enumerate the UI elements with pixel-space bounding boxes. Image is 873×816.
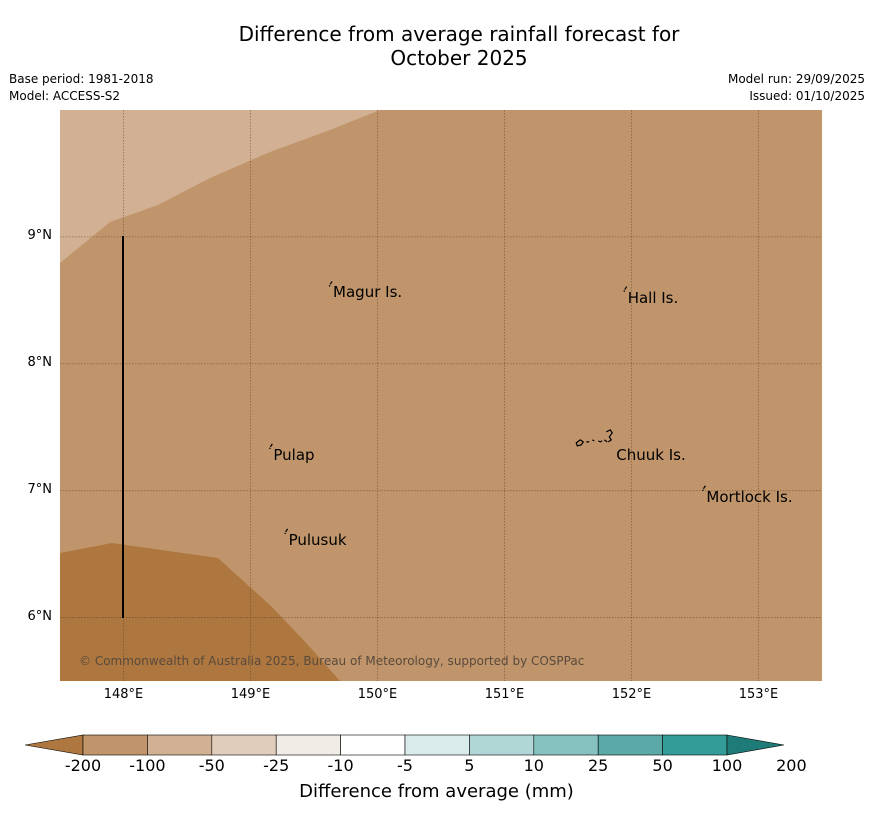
place-label: Chuuk Is.	[616, 445, 686, 464]
colorbar-segment	[533, 734, 599, 756]
island-outline	[623, 286, 628, 292]
place-label: Pulap	[273, 445, 315, 464]
colorbar-tick-label: 50	[652, 756, 673, 775]
place-label: Pulusuk	[288, 530, 347, 549]
colorbar-tick-label: -100	[129, 756, 166, 775]
rainfall-map: © Commonwealth of Australia 2025, Bureau…	[60, 110, 822, 681]
base-period-text: Base period: 1981-2018	[9, 72, 154, 86]
colorbar	[25, 734, 785, 756]
colorbar-tick-label: -50	[198, 756, 225, 775]
colorbar-segment	[597, 734, 663, 756]
chart-title: Difference from average rainfall forecas…	[0, 22, 873, 70]
island-outline	[268, 443, 273, 450]
colorbar-tick-label: 5	[464, 756, 475, 775]
meta-right: Model run: 29/09/2025 Issued: 01/10/2025	[728, 71, 865, 105]
model-text: Model: ACCESS-S2	[9, 89, 121, 103]
colorbar-tick-label: 200	[776, 756, 807, 775]
title-line-2: October 2025	[390, 46, 528, 70]
island-outline	[284, 528, 289, 535]
island-outline	[328, 281, 333, 287]
map-region-below-average-25-50	[60, 110, 380, 263]
island-markers	[268, 281, 706, 535]
colorbar-tick-label: 25	[588, 756, 609, 775]
island-outline	[702, 485, 706, 492]
island-outline	[575, 429, 613, 447]
colorbar-tick-label: 10	[523, 756, 544, 775]
colorbar-title: Difference from average (mm)	[299, 781, 574, 802]
latitude-tick-label: 9°N	[27, 227, 53, 243]
colorbar-tick-label: -5	[397, 756, 413, 775]
colorbar-segment	[340, 734, 406, 756]
longitude-tick-label: 148°E	[103, 687, 144, 702]
colorbar-segment	[469, 734, 535, 756]
issued-text: Issued: 01/10/2025	[749, 89, 865, 103]
longitude-tick-label: 150°E	[357, 687, 398, 702]
longitude-tick-label: 153°E	[738, 687, 779, 702]
copyright-text: © Commonwealth of Australia 2025, Bureau…	[79, 654, 584, 668]
longitude-tick-label: 151°E	[484, 687, 525, 702]
place-label: Magur Is.	[333, 283, 403, 302]
place-label: Hall Is.	[627, 288, 679, 307]
place-label: Mortlock Is.	[706, 487, 793, 506]
colorbar-segment	[211, 734, 277, 756]
colorbar-tick-label: -25	[263, 756, 290, 775]
colorbar-segment	[147, 734, 213, 756]
title-line-1: Difference from average rainfall forecas…	[238, 22, 680, 46]
colorbar-extend-high	[726, 734, 785, 756]
map-region-below-average-100-200	[60, 543, 340, 681]
colorbar-tick-label: -10	[327, 756, 354, 775]
colorbar-tick-label: 100	[711, 756, 743, 775]
longitude-tick-label: 149°E	[230, 687, 271, 702]
meta-left: Base period: 1981-2018 Model: ACCESS-S2	[9, 71, 154, 105]
latitude-tick-label: 8°N	[27, 354, 53, 370]
colorbar-segment	[82, 734, 148, 756]
colorbar-segment	[275, 734, 341, 756]
colorbar-segment	[662, 734, 728, 756]
colorbar-extend-low	[25, 734, 84, 756]
latitude-tick-label: 6°N	[27, 608, 53, 624]
latitude-tick-label: 7°N	[27, 481, 53, 497]
colorbar-tick-label: -200	[64, 756, 102, 775]
colorbar-segment	[404, 734, 470, 756]
longitude-tick-label: 152°E	[611, 687, 652, 702]
model-run-text: Model run: 29/09/2025	[727, 72, 865, 86]
